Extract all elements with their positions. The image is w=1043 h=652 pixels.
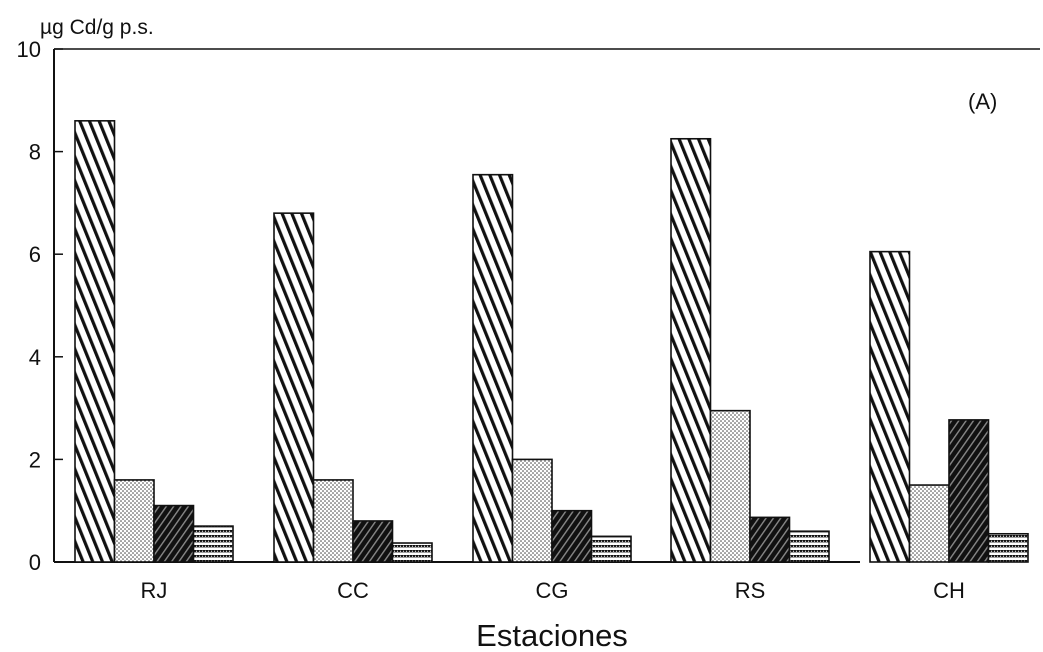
bar-rj-series-2 (113, 479, 155, 563)
y-tick-label: 4 (29, 345, 41, 370)
y-tick-label: 8 (29, 140, 41, 165)
bar-cc-series-2 (312, 479, 354, 563)
bar-cg-series-3 (551, 509, 593, 563)
bars (74, 120, 1029, 563)
bar-rj-series-4 (192, 525, 234, 563)
y-tick-label: 2 (29, 447, 41, 472)
bar-cc-series-4 (391, 542, 433, 563)
bar-rj-series-3 (153, 504, 195, 563)
bar-rs-series-2 (709, 409, 751, 563)
bar-ch-series-3 (948, 419, 990, 563)
bar-rj-series-1 (74, 120, 116, 563)
y-tick-label: 0 (29, 550, 41, 575)
x-tick-label-cc: CC (337, 578, 369, 603)
y-tick-label: 10 (17, 37, 41, 62)
bar-rs-series-4 (788, 530, 830, 563)
panel-annotation: (A) (968, 89, 997, 114)
x-tick-label-ch: CH (933, 578, 965, 603)
bar-ch-series-2 (908, 484, 950, 563)
bar-cg-series-2 (511, 458, 553, 563)
y-tick-label: 6 (29, 242, 41, 267)
bar-rs-series-3 (749, 516, 791, 563)
bar-cg-series-1 (472, 173, 514, 563)
bar-ch-series-1 (869, 250, 911, 563)
bar-cc-series-3 (352, 520, 394, 563)
bar-ch-series-4 (987, 532, 1029, 563)
x-axis-label: Estaciones (476, 618, 628, 652)
x-tick-label-rj: RJ (141, 578, 168, 603)
x-tick-label-rs: RS (735, 578, 766, 603)
y-axis-label: µg Cd/g p.s. (40, 16, 154, 39)
x-tick-label-cg: CG (536, 578, 569, 603)
x-ticks: RJ CC CG RS CH (141, 578, 965, 603)
bar-rs-series-1 (670, 137, 712, 563)
y-ticks: 0 2 4 6 8 10 (17, 37, 63, 575)
bar-cc-series-1 (273, 212, 315, 563)
bar-cg-series-4 (590, 535, 632, 563)
